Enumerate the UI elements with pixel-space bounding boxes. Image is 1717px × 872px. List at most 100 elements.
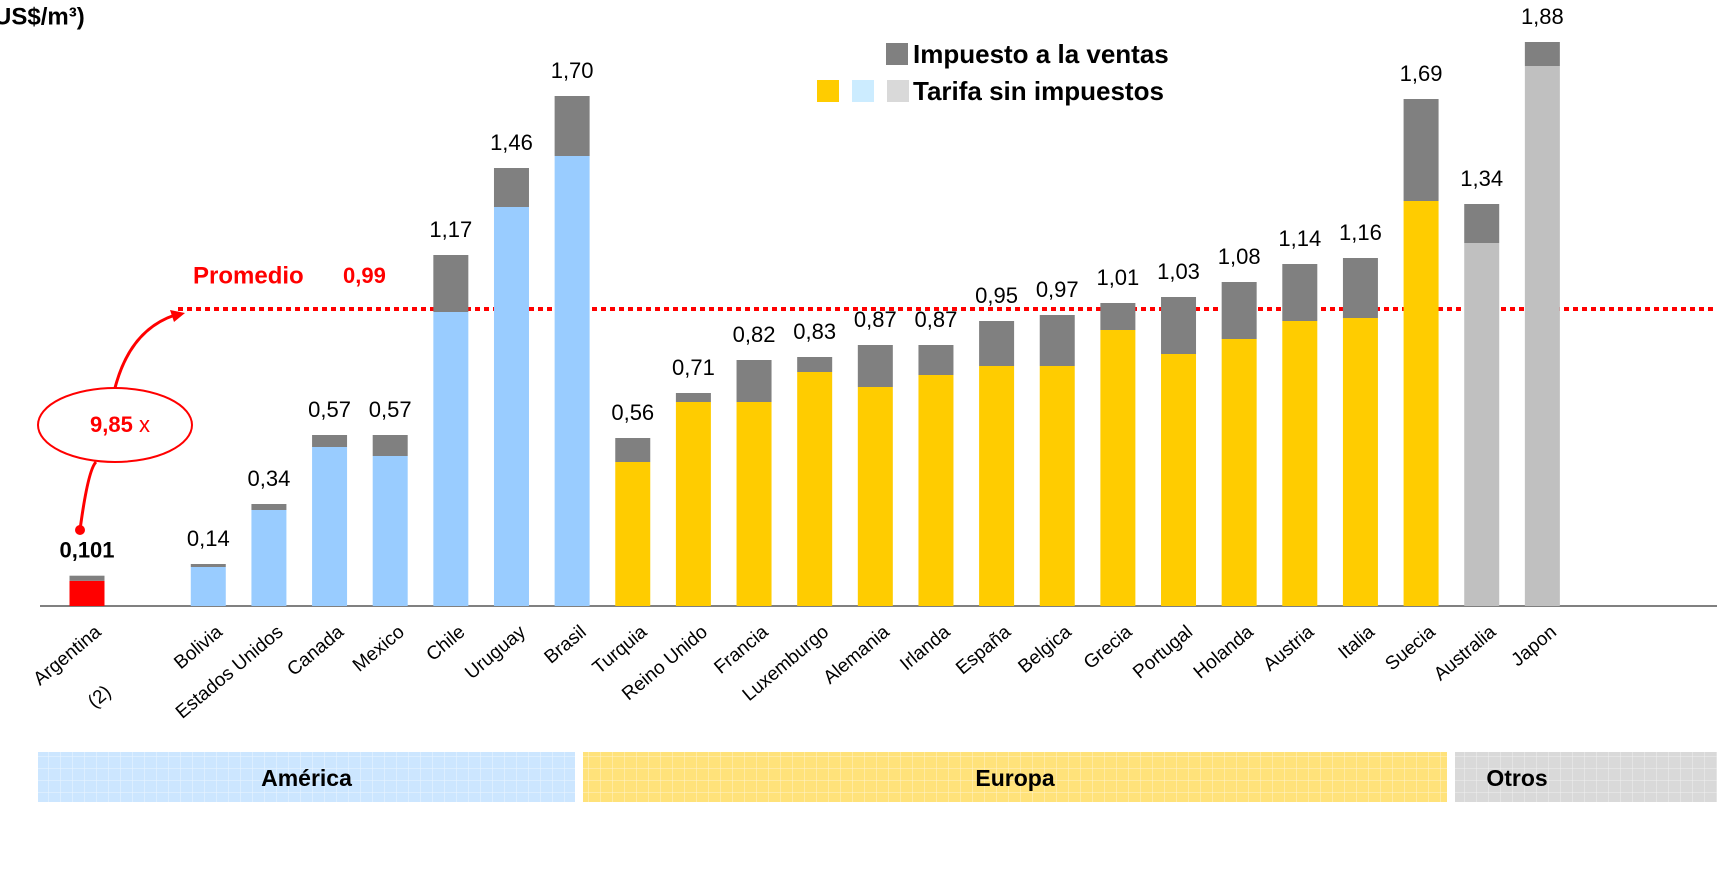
total-label: 0,87 [854, 307, 897, 332]
bar-segment [190, 567, 226, 606]
bar-segment [979, 366, 1015, 606]
ratio-label: 9,85 x [90, 412, 150, 437]
arrow-dot [75, 525, 85, 535]
region-label: América [261, 765, 352, 791]
bar-segment [1039, 366, 1075, 606]
total-label: 0,14 [187, 526, 230, 551]
bar-segment [69, 575, 105, 581]
average-label: Promedio [193, 262, 304, 289]
x-tick-label: Estados Unidos [172, 622, 287, 724]
total-label: 0,57 [369, 397, 412, 422]
x-tick-label: Australia [1430, 621, 1500, 685]
x-tick-label: Belgica [1014, 621, 1076, 677]
bar-segment [1464, 243, 1500, 606]
total-label: 1,01 [1096, 265, 1139, 290]
bar-segment [918, 345, 954, 375]
total-label: 1,70 [551, 58, 594, 83]
region-grid [583, 752, 1447, 802]
bar-segment [493, 168, 529, 207]
total-label: 0,87 [915, 307, 958, 332]
bar-segment [372, 435, 408, 456]
bar-segment [554, 96, 590, 156]
bar-segment [857, 387, 893, 606]
x-tick-label: Japon [1508, 622, 1561, 671]
total-label: 1,16 [1339, 220, 1382, 245]
bar-segment [1342, 258, 1378, 318]
total-label: 0,56 [611, 400, 654, 425]
bar-segment [433, 255, 469, 312]
total-label: 1,03 [1157, 259, 1200, 284]
x-tick-label: Alemania [820, 621, 895, 688]
bar-segment [675, 402, 711, 606]
arrow [78, 460, 98, 531]
bar-segment [675, 393, 711, 402]
legend-swatch [887, 80, 909, 102]
bar-segment [433, 312, 469, 606]
region-grid [1455, 752, 1717, 802]
bar-segment [1221, 339, 1257, 606]
ratio-value: 9,85 [90, 412, 133, 437]
bar-segment [1100, 303, 1136, 330]
ratio-unit: x [139, 412, 150, 437]
total-label: 0,97 [1036, 277, 1079, 302]
legend-label: Impuesto a la ventas [913, 39, 1169, 69]
x-tick-label: Mexico [349, 622, 409, 677]
x-tick-label: Holanda [1190, 621, 1258, 683]
bar-segment [69, 580, 105, 606]
total-label: 1,88 [1521, 4, 1564, 29]
x-tick-label: Chile [423, 622, 470, 666]
bar-segment [1161, 354, 1197, 606]
bar-segment [251, 504, 287, 510]
x-tick-label: Italia [1335, 621, 1380, 663]
x-tick-label: Grecia [1080, 621, 1137, 673]
bar-segment [1161, 297, 1197, 354]
legend-swatch [852, 80, 874, 102]
total-label: 0,83 [793, 319, 836, 344]
total-label: 0,57 [308, 397, 351, 422]
bar-segment [1403, 201, 1439, 606]
total-label: 1,08 [1218, 244, 1261, 269]
total-label: 0,71 [672, 355, 715, 380]
legend-label: Tarifa sin impuestos [913, 76, 1164, 106]
x-tick-label: España [952, 621, 1015, 679]
legend-swatch [817, 80, 839, 102]
bar-segment [979, 321, 1015, 366]
bar-segment [1403, 99, 1439, 201]
bar-segment [797, 357, 833, 372]
bar-segment [1524, 66, 1560, 606]
total-label: 1,69 [1400, 61, 1443, 86]
bar-segment [1524, 42, 1560, 66]
arrow-head [170, 310, 185, 322]
total-label: 0,101 [59, 538, 114, 563]
total-label: 1,46 [490, 130, 533, 155]
legend-swatch [886, 43, 908, 65]
bar-segment [251, 510, 287, 606]
x-tick-label: Portugal [1129, 622, 1197, 684]
region-label: Europa [975, 765, 1054, 791]
bar-segment [190, 564, 226, 567]
arrow [113, 313, 176, 389]
region-grid [38, 752, 575, 802]
total-label: 1,17 [429, 217, 472, 242]
bar-segment [736, 360, 772, 402]
bar-segment [736, 402, 772, 606]
bar-segment [1282, 264, 1318, 321]
bar-segment [857, 345, 893, 387]
axis-label: US$/m³) [0, 3, 85, 30]
total-label: 0,95 [975, 283, 1018, 308]
total-label: 1,34 [1460, 166, 1503, 191]
bar-segment [1342, 318, 1378, 606]
total-label: 0,82 [733, 322, 776, 347]
average-value: 0,99 [343, 263, 386, 288]
x-tick-label: Argentina [30, 621, 106, 690]
bar-segment [372, 456, 408, 606]
bar-segment [312, 435, 348, 447]
x-tick-label: Irlanda [896, 621, 954, 675]
total-label: 0,34 [248, 466, 291, 491]
bar-segment [493, 207, 529, 606]
region-label: Otros [1486, 765, 1547, 791]
x-tick-label: Bolivia [170, 621, 227, 673]
x-tick-label: Brasil [541, 622, 591, 669]
bar-segment [1221, 282, 1257, 339]
